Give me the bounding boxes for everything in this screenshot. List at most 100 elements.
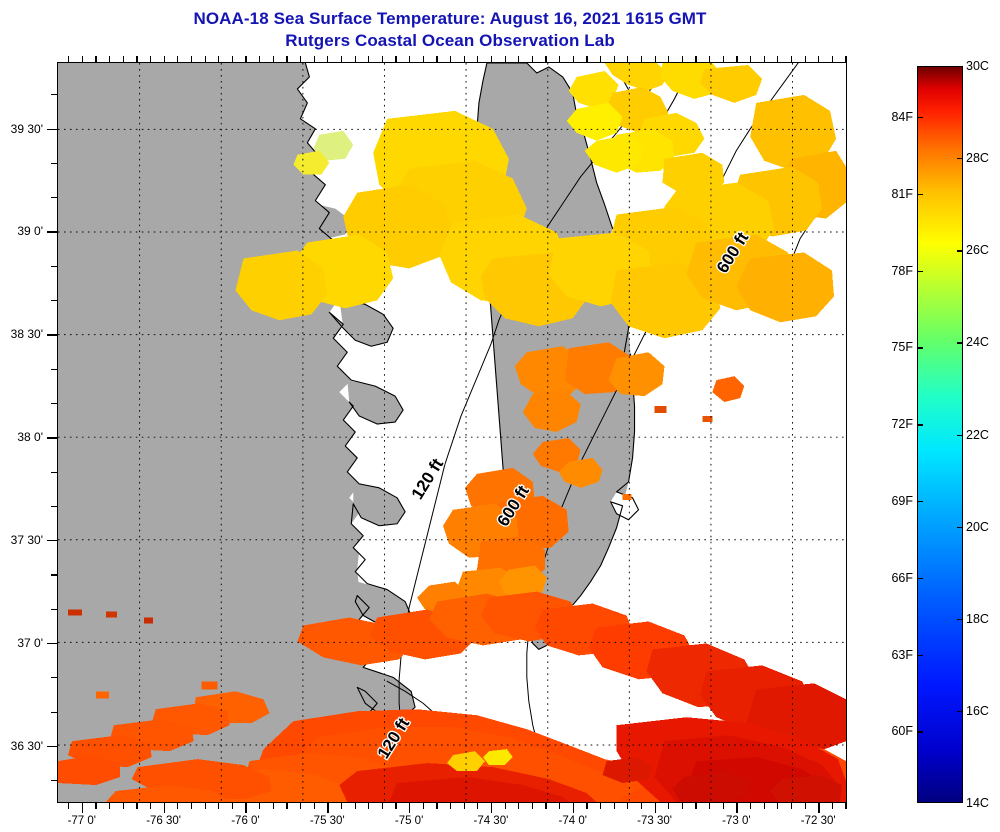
x-tick-minor-top xyxy=(327,56,329,62)
y-tick-label: 39 0' xyxy=(17,224,43,239)
y-tick-label: 36 30' xyxy=(10,738,43,753)
x-tick-minor xyxy=(449,803,452,809)
x-tick-minor-top xyxy=(681,56,683,62)
x-tick-minor xyxy=(518,803,520,809)
colorbar-label-fahrenheit: 69F xyxy=(891,494,913,509)
x-tick-label: -75 0' xyxy=(394,815,424,827)
x-tick-minor xyxy=(259,803,261,809)
x-tick-minor xyxy=(722,803,724,809)
x-tick-label: -75 30' xyxy=(309,815,345,827)
y-tick-minor xyxy=(51,334,57,336)
page-title: NOAA-18 Sea Surface Temperature: August … xyxy=(0,8,900,52)
x-tick-minor-top xyxy=(381,56,383,62)
x-tick-minor-top xyxy=(368,56,370,62)
x-tick-minor-top xyxy=(149,56,152,62)
sst-map[interactable]: 600 ft 120 ft 600 ft 120 ft xyxy=(57,62,847,803)
x-tick-minor xyxy=(586,803,588,809)
x-tick-minor-top xyxy=(313,56,315,62)
x-tick-major xyxy=(654,803,656,813)
y-tick-minor xyxy=(51,608,57,610)
sst-data-layer xyxy=(58,63,846,802)
x-tick-major xyxy=(245,803,247,813)
x-tick-minor xyxy=(627,803,629,809)
sst-mid-shelf-region xyxy=(417,342,745,616)
colorbar-label-fahrenheit: 75F xyxy=(891,340,913,355)
x-tick-minor-top xyxy=(163,56,165,62)
x-tick-minor xyxy=(122,803,124,809)
x-tick-minor-top xyxy=(299,56,302,62)
x-tick-minor xyxy=(504,803,506,809)
y-tick-minor xyxy=(51,540,57,542)
colorbar-tick-c xyxy=(957,158,963,160)
x-tick-minor-top xyxy=(518,56,520,62)
y-tick-minor xyxy=(51,574,57,576)
x-tick-minor xyxy=(599,803,602,809)
title-line-1: NOAA-18 Sea Surface Temperature: August … xyxy=(193,9,707,28)
x-tick-minor-top xyxy=(490,56,493,62)
x-tick-minor xyxy=(709,803,711,809)
x-tick-minor xyxy=(354,803,356,809)
y-tick-minor xyxy=(51,300,57,302)
x-tick-minor-top xyxy=(845,56,847,62)
x-tick-minor-top xyxy=(218,56,220,62)
y-tick-minor xyxy=(51,128,57,130)
mainland-virginia-maryland xyxy=(58,63,450,802)
x-tick-minor xyxy=(95,803,97,809)
x-tick-minor-top xyxy=(804,56,806,62)
colorbar-tick-c xyxy=(957,434,963,436)
x-tick-minor xyxy=(381,803,383,809)
x-tick-label: -76 0' xyxy=(231,815,260,827)
y-tick-label: 37 30' xyxy=(10,533,43,548)
x-tick-minor-top xyxy=(531,56,533,62)
x-tick-minor-top xyxy=(136,56,138,62)
y-tick-minor xyxy=(51,402,57,405)
x-tick-label: -76 30' xyxy=(146,815,182,827)
x-tick-minor xyxy=(777,803,779,809)
colorbar-label-celsius: 26C xyxy=(966,243,989,258)
x-tick-minor xyxy=(804,803,806,809)
x-tick-major xyxy=(572,803,575,813)
x-tick-minor-top xyxy=(627,56,629,62)
x-tick-minor xyxy=(749,803,752,809)
x-tick-minor-top xyxy=(545,56,547,62)
colorbar-tick-c xyxy=(957,710,963,713)
colorbar-tick-c xyxy=(957,342,963,344)
colorbar-label-fahrenheit: 60F xyxy=(891,724,913,739)
x-tick-minor-top xyxy=(81,56,83,62)
colorbar-label-celsius: 22C xyxy=(966,427,989,442)
x-tick-minor-top xyxy=(68,56,70,62)
x-tick-minor-top xyxy=(695,56,697,62)
x-tick-minor-top xyxy=(259,56,261,62)
x-tick-label: -77 0' xyxy=(67,815,97,827)
x-tick-minor-top xyxy=(709,56,711,62)
colorbar-label-celsius: 14C xyxy=(966,796,989,810)
colorbar-tick-f xyxy=(917,577,923,580)
y-tick-minor xyxy=(51,265,57,267)
x-tick-minor xyxy=(136,803,138,809)
x-tick-minor-top xyxy=(763,56,765,62)
colorbar-tick-c xyxy=(957,618,963,621)
x-tick-label: -72 30' xyxy=(800,815,836,827)
x-tick-minor-top xyxy=(668,56,670,62)
colorbar-label-fahrenheit: 81F xyxy=(891,186,913,201)
colorbar[interactable] xyxy=(917,66,963,803)
contour-120ft-main xyxy=(398,63,669,802)
x-tick-minor-top xyxy=(777,56,779,62)
x-tick-minor xyxy=(368,803,370,809)
x-tick-minor-top xyxy=(245,56,247,62)
sst-southern-warm-pool xyxy=(58,591,846,802)
x-tick-label: -74 0' xyxy=(558,815,587,827)
colorbar-tick-f xyxy=(917,347,923,349)
y-tick-minor xyxy=(51,471,57,473)
x-tick-minor-top xyxy=(722,56,724,62)
y-tick-minor xyxy=(51,94,57,96)
colorbar-label-fahrenheit: 84F xyxy=(891,110,913,125)
x-tick-major xyxy=(409,803,411,813)
x-tick-minor xyxy=(149,803,152,809)
x-tick-minor xyxy=(668,803,670,809)
x-tick-minor-top xyxy=(449,56,452,62)
x-tick-minor xyxy=(313,803,315,809)
x-tick-minor xyxy=(531,803,533,809)
x-tick-minor xyxy=(68,803,70,809)
